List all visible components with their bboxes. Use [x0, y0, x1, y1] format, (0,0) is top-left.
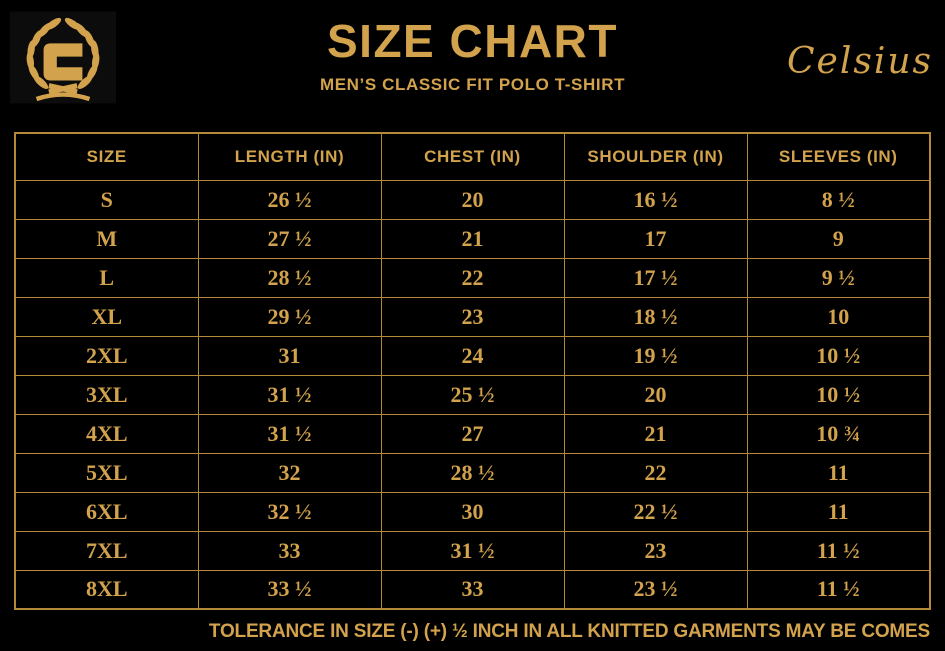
measurement-cell: 32 ½	[197, 491, 382, 532]
measurement-cell: 11	[746, 452, 931, 493]
measurement-cell: 33	[197, 530, 382, 571]
measurement-cell: 19 ½	[563, 335, 748, 376]
measurement-cell: 10 ½	[746, 335, 931, 376]
size-label-cell: 8XL	[14, 569, 199, 610]
size-table-head: SIZE LENGTH (IN) CHEST (IN) SHOULDER (IN) SL…	[14, 132, 931, 181]
measurement-cell: 33	[380, 569, 565, 610]
measurement-cell: 23 ½	[563, 569, 748, 610]
measurement-cell: 8 ½	[746, 179, 931, 220]
column-header: SHOULDER (IN)	[563, 132, 748, 181]
brand-logo	[10, 11, 116, 104]
measurement-cell: 32	[197, 452, 382, 493]
size-label-cell: 7XL	[14, 530, 199, 571]
title-block: SIZE CHART MEN’S CLASSIC FIT POLO T-SHIR…	[0, 18, 945, 93]
size-label-cell: S	[14, 179, 199, 220]
column-header: CHEST (IN)	[380, 132, 565, 181]
column-header: SIZE	[14, 132, 199, 181]
size-label-cell: XL	[14, 296, 199, 337]
table-row: XL 29 ½ 23 18 ½ 10	[14, 296, 931, 337]
measurement-cell: 17 ½	[563, 257, 748, 298]
measurement-cell: 22	[563, 452, 748, 493]
column-header: SLEEVES (IN)	[746, 132, 931, 181]
measurement-cell: 27 ½	[197, 218, 382, 259]
size-label-cell: M	[14, 218, 199, 259]
table-row: 3XL 31 ½ 25 ½ 20 10 ½	[14, 374, 931, 415]
measurement-cell: 18 ½	[563, 296, 748, 337]
column-header: LENGTH (IN)	[197, 132, 382, 181]
measurement-cell: 9 ½	[746, 257, 931, 298]
measurement-cell: 21	[563, 413, 748, 454]
measurement-cell: 31 ½	[380, 530, 565, 571]
page-title: SIZE CHART	[327, 15, 618, 67]
measurement-cell: 33 ½	[197, 569, 382, 610]
measurement-cell: 11 ½	[746, 530, 931, 571]
measurement-cell: 31 ½	[197, 413, 382, 454]
measurement-cell: 28 ½	[197, 257, 382, 298]
laurel-wreath-icon	[10, 11, 116, 104]
table-row: M 27 ½ 21 17 9	[14, 218, 931, 259]
measurement-cell: 10 ½	[746, 374, 931, 415]
measurement-cell: 9	[746, 218, 931, 259]
table-row: 7XL 33 31 ½ 23 11 ½	[14, 530, 931, 571]
measurement-cell: 24	[380, 335, 565, 376]
table-row: 4XL 31 ½ 27 21 10 ¾	[14, 413, 931, 454]
measurement-cell: 20	[563, 374, 748, 415]
measurement-cell: 22 ½	[563, 491, 748, 532]
size-label-cell: 5XL	[14, 452, 199, 493]
size-label-cell: 6XL	[14, 491, 199, 532]
measurement-cell: 31	[197, 335, 382, 376]
size-label-cell: L	[14, 257, 199, 298]
measurement-cell: 23	[380, 296, 565, 337]
measurement-cell: 28 ½	[380, 452, 565, 493]
size-label-cell: 3XL	[14, 374, 199, 415]
measurement-cell: 10	[746, 296, 931, 337]
page-subtitle: MEN’S CLASSIC FIT POLO T-SHIRT	[319, 75, 626, 94]
size-table-header-row: SIZE LENGTH (IN) CHEST (IN) SHOULDER (IN) SL…	[14, 132, 931, 181]
measurement-cell: 21	[380, 218, 565, 259]
measurement-cell: 11	[746, 491, 931, 532]
size-label-cell: 4XL	[14, 413, 199, 454]
measurement-cell: 11 ½	[746, 569, 931, 610]
measurement-cell: 20	[380, 179, 565, 220]
measurement-cell: 26 ½	[197, 179, 382, 220]
measurement-cell: 29 ½	[197, 296, 382, 337]
table-row: 5XL 32 28 ½ 22 11	[14, 452, 931, 493]
measurement-cell: 16 ½	[563, 179, 748, 220]
measurement-cell: 30	[380, 491, 565, 532]
brand-signature: Celsius	[786, 41, 933, 82]
table-row: 6XL 32 ½ 30 22 ½ 11	[14, 491, 931, 532]
measurement-cell: 17	[563, 218, 748, 259]
measurement-cell: 31 ½	[197, 374, 382, 415]
measurement-cell: 22	[380, 257, 565, 298]
table-row: 8XL 33 ½ 33 23 ½ 11 ½	[14, 569, 931, 610]
measurement-cell: 27	[380, 413, 565, 454]
measurement-cell: 10 ¾	[746, 413, 931, 454]
tolerance-note: TOLERANCE IN SIZE (-) (+) ½ INCH IN ALL …	[208, 621, 930, 642]
measurement-cell: 25 ½	[380, 374, 565, 415]
measurement-cell: 23	[563, 530, 748, 571]
size-table: SIZE LENGTH (IN) CHEST (IN) SHOULDER (IN) SL…	[14, 132, 931, 610]
size-label-cell: 2XL	[14, 335, 199, 376]
table-row: 2XL 31 24 19 ½ 10 ½	[14, 335, 931, 376]
